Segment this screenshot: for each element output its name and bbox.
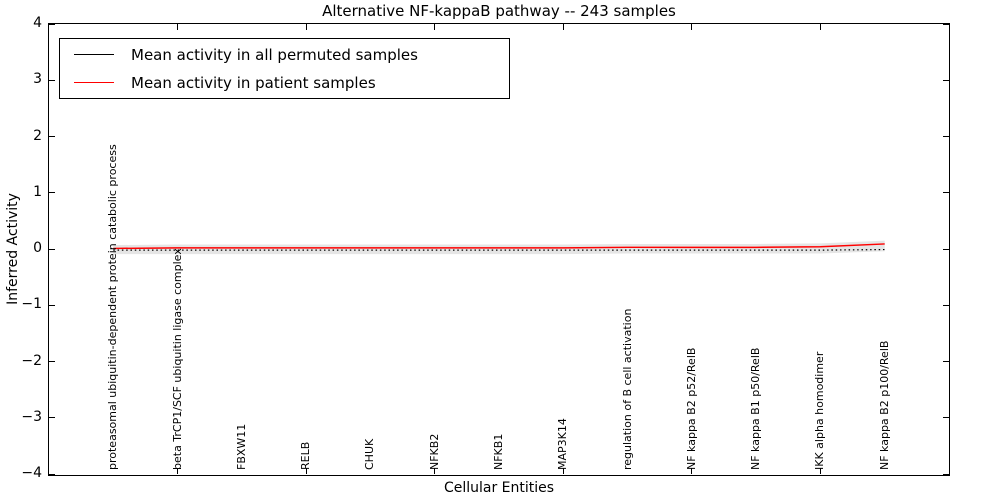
x-category-label: NFKB2 — [427, 433, 441, 470]
y-tick-label: 2 — [33, 127, 42, 144]
x-category-label: NF kappa B2 p100/RelB — [877, 340, 891, 470]
legend-label-patient: Mean activity in patient samples — [131, 73, 376, 92]
y-tick-label: −2 — [21, 352, 42, 369]
x-category-label: RELB — [299, 441, 313, 470]
y-tick-label: 0 — [33, 240, 42, 256]
x-category-label: NFKB1 — [492, 433, 505, 470]
y-tick-mark — [943, 361, 949, 362]
x-tick-mark — [948, 24, 949, 30]
y-tick-mark — [49, 79, 55, 81]
x-tick-mark — [819, 468, 821, 474]
x-tick-mark — [691, 24, 693, 30]
x-tick-mark — [948, 468, 949, 474]
y-tick-label: 3 — [33, 71, 42, 88]
y-tick-mark — [49, 473, 55, 475]
legend-label-permuted: Mean activity in all permuted samples — [131, 45, 418, 64]
y-tick-mark — [943, 304, 949, 306]
y-tick-label: 4 — [33, 15, 42, 31]
legend-item-permuted: Mean activity in all permuted samples — [60, 41, 509, 69]
legend-line-sample-black — [74, 54, 114, 55]
y-tick-mark — [943, 79, 949, 81]
y-tick-mark — [49, 248, 55, 250]
y-tick-mark — [943, 417, 949, 419]
x-category-label: FBXW11 — [234, 423, 248, 470]
x-tick-mark — [691, 468, 693, 474]
y-tick-mark — [943, 136, 949, 137]
y-tick-label: −4 — [21, 465, 42, 481]
x-category-label: MAP3K14 — [556, 418, 570, 470]
x-category-label: regulation of B cell activation — [620, 308, 634, 470]
y-tick-mark — [49, 417, 55, 419]
legend-item-patient: Mean activity in patient samples — [60, 69, 509, 97]
x-category-label: proteasomal ubiquitin-dependent protein … — [106, 144, 120, 470]
y-tick-mark — [943, 192, 949, 194]
x-tick-mark — [305, 24, 307, 30]
y-tick-mark — [49, 136, 55, 137]
x-tick-mark — [305, 468, 307, 474]
x-tick-mark — [177, 24, 179, 30]
y-tick-mark — [49, 304, 55, 306]
y-tick-mark — [49, 361, 55, 362]
x-category-label: IKK alpha homodimer — [813, 351, 827, 470]
chart-title: Alternative NF-kappaB pathway -- 243 sam… — [322, 2, 676, 20]
x-tick-mark — [819, 24, 821, 30]
x-tick-mark — [177, 468, 179, 474]
x-category-label: CHUK — [363, 438, 377, 470]
plot-area: proteasomal ubiquitin-dependent protein … — [48, 23, 950, 476]
y-tick-mark — [943, 248, 949, 250]
y-tick-label: −1 — [21, 296, 42, 313]
y-tick-label: 1 — [33, 183, 42, 200]
x-axis-title: Cellular Entities — [443, 480, 555, 496]
x-category-label: beta TrCP1/SCF ubiquitin ligase complex — [170, 248, 184, 470]
legend: Mean activity in all permuted samples Me… — [59, 38, 510, 99]
x-tick-mark — [562, 468, 564, 474]
x-tick-mark — [434, 468, 436, 474]
x-tick-mark — [434, 24, 436, 30]
x-tick-mark — [562, 24, 564, 30]
y-tick-mark — [943, 24, 949, 25]
x-category-label: NF kappa B1 p50/RelB — [749, 347, 763, 470]
y-tick-mark — [49, 192, 55, 194]
series-line-1 — [113, 243, 885, 250]
chart-canvas — [113, 240, 885, 255]
legend-line-sample-red — [74, 82, 114, 83]
x-category-label: NF kappa B2 p52/RelB — [684, 347, 698, 470]
y-tick-mark — [49, 24, 55, 25]
y-tick-mark — [943, 473, 949, 475]
y-tick-label: −3 — [21, 408, 42, 425]
